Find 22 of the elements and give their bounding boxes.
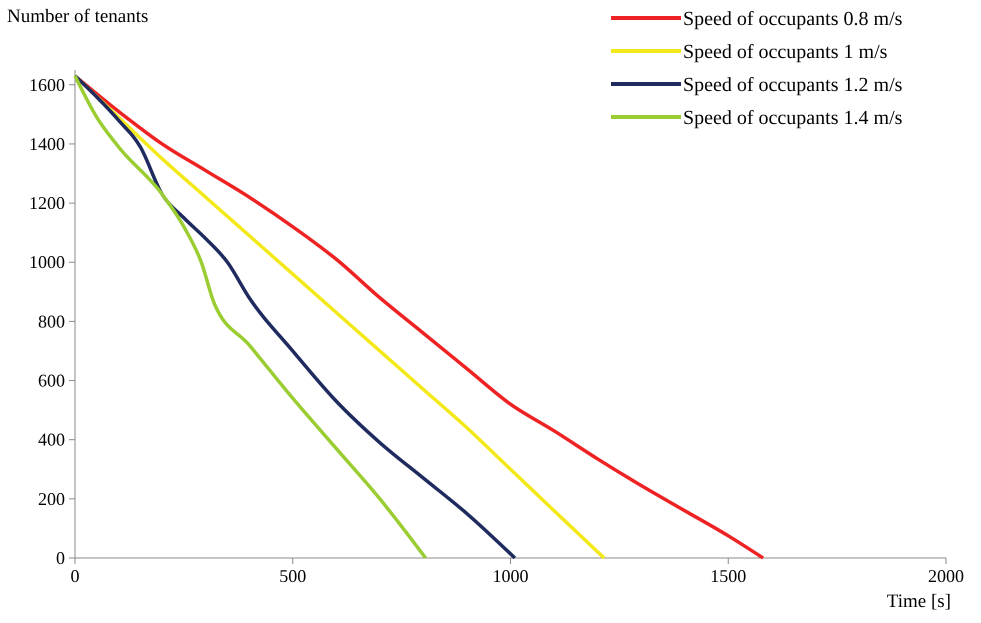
y-tick-label: 400 — [38, 430, 65, 450]
x-tick-label: 1500 — [710, 566, 746, 586]
line-series — [73, 74, 428, 560]
y-axis-title: Number of tenants — [7, 6, 148, 27]
x-tick-label: 500 — [279, 566, 306, 586]
line-series — [73, 74, 517, 560]
y-tick-label: 1000 — [29, 252, 65, 272]
y-tick-label: 800 — [38, 311, 65, 332]
legend-label: Speed of occupants 1.2 m/s — [683, 74, 903, 96]
x-tick-label: 0 — [70, 566, 80, 586]
y-tick-label: 1600 — [29, 74, 65, 95]
y-tick-label: 600 — [38, 370, 65, 391]
legend-label: Speed of occupants 1.4 m/s — [683, 107, 903, 129]
x-tick-label: 2000 — [928, 566, 964, 586]
y-tick-label: 1200 — [29, 193, 65, 214]
y-tick-label: 1400 — [29, 134, 65, 154]
y-tick-label: 200 — [38, 488, 65, 509]
legend-label: Speed of occupants 0.8 m/s — [683, 8, 903, 30]
x-tick-label: 1000 — [492, 566, 528, 586]
y-tick-label: 0 — [56, 548, 65, 568]
x-axis-title: Time [s] — [886, 591, 951, 612]
legend-label: Speed of occupants 1 m/s — [683, 41, 888, 63]
